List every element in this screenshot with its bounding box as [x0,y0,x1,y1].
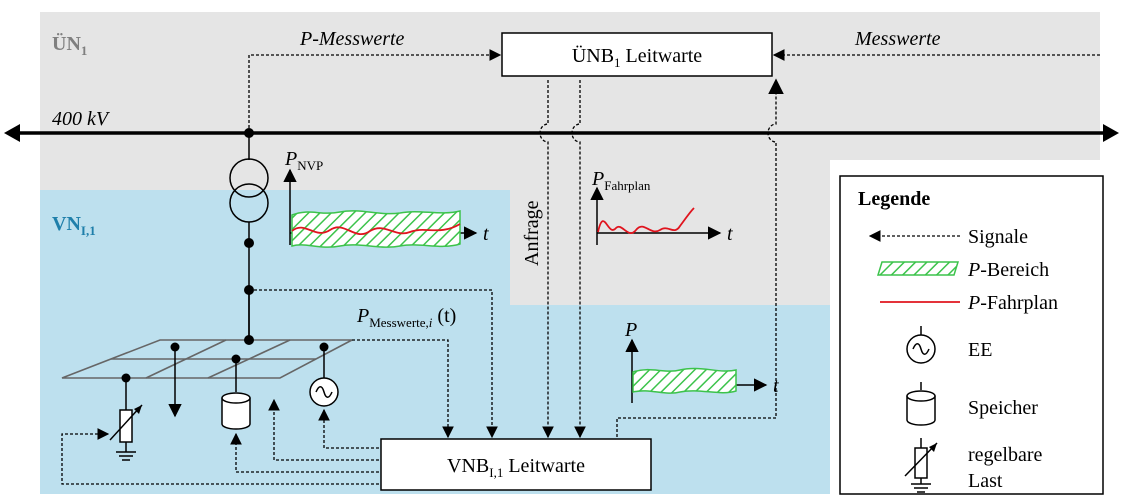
p-messwerte-signal [248,49,502,133]
messwerte-label: Messwerte [854,28,941,50]
fahrplan-schedule-line [597,207,695,234]
legend-title: Legende [858,188,930,210]
legend-box [839,175,1104,495]
control-to-speicher [230,432,379,473]
anfrage-label: Anfrage [521,200,543,266]
legend-signale: Signale [968,226,1028,248]
fahrplan-t-label: t [727,223,733,245]
nvp-t-label: t [483,223,489,245]
uenb-leitwarte-label: ÜNB1 Leitwarte [572,44,702,70]
vn-zone-label: VNI,1 [52,213,96,238]
control-to-ee [318,408,379,449]
control-to-storage-up [268,398,379,461]
node-signal-1 [249,289,498,439]
p-messwerte-label: P-Messwerte [299,28,405,50]
bus-400kv-label: 400 kV [52,108,111,130]
p3-t-label: t [773,375,779,397]
vnb-leitwarte-box [380,438,652,491]
uenb-to-vnb-left [539,80,554,439]
legend-p-fahrplan: P-Fahrplan [967,292,1058,314]
nvp-axis-label: PNVP [284,148,323,173]
legend-ee: EE [968,339,992,361]
speicher-symbol [221,392,251,430]
legend-p-bereich-icon [876,261,960,276]
legend-last-line2: Last [968,470,1003,492]
fahrplan-axis-label: PFahrplan [591,168,651,193]
legend-speicher-icon [906,382,936,426]
nvp-schedule-line [291,223,461,235]
uenb-leitwarte-box [501,32,773,77]
p3-axis-label: P [624,319,637,341]
uen-zone [40,12,1100,305]
legend-last-line1: regelbare [968,444,1043,466]
uenb-to-vnb-right [571,80,586,439]
legend-p-bereich: P-Bereich [967,259,1049,281]
distribution-grid [61,339,353,379]
p-messwerte-i-signal [352,339,454,439]
legend-speicher: Speicher [968,397,1038,419]
transformer-upper-winding [229,158,269,198]
control-to-last [61,428,379,485]
uen-zone-label: ÜN1 [52,32,87,58]
vnb-leitwarte-label: VNBI,1 Leitwarte [447,455,585,480]
p-band-3 [632,367,737,394]
p-messwerte-i-label: PMesswerte,i (t) [356,305,456,330]
